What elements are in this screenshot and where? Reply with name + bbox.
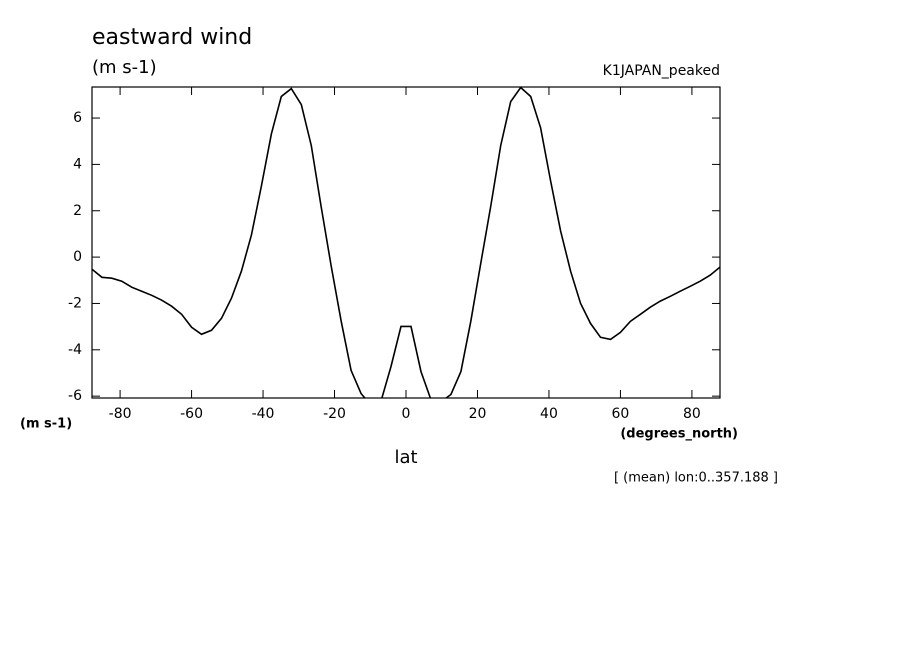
x-axis-label: lat: [394, 447, 417, 468]
y-tick-label: -6: [68, 388, 82, 404]
y-unit: (m s-1): [20, 417, 72, 432]
x-tick-label: 0: [402, 406, 411, 422]
y-tick-label: -2: [68, 295, 82, 311]
x-unit: (degrees_north): [620, 427, 738, 442]
chart-title: eastward wind: [92, 25, 252, 50]
x-tick-label: 40: [540, 406, 558, 422]
x-tick-label: -20: [323, 406, 346, 422]
chart-subtitle: (m s-1): [92, 57, 157, 78]
y-tick-label: -4: [68, 342, 82, 358]
y-tick-label: 0: [73, 249, 82, 265]
y-tick-label: 6: [73, 110, 82, 126]
y-tick-label: 4: [73, 156, 82, 172]
x-tick-label: 60: [612, 406, 630, 422]
x-tick-label: 20: [469, 406, 487, 422]
x-tick-label: -80: [109, 406, 132, 422]
x-tick-label: 80: [683, 406, 701, 422]
experiment-label: K1JAPAN_peaked: [603, 63, 720, 79]
y-tick-label: 2: [73, 203, 82, 219]
x-tick-label: -60: [180, 406, 203, 422]
x-tick-label: -40: [252, 406, 275, 422]
data-line: [92, 87, 720, 398]
plot-area: [92, 87, 720, 398]
note: [ (mean) lon:0..357.188 ]: [614, 471, 778, 486]
